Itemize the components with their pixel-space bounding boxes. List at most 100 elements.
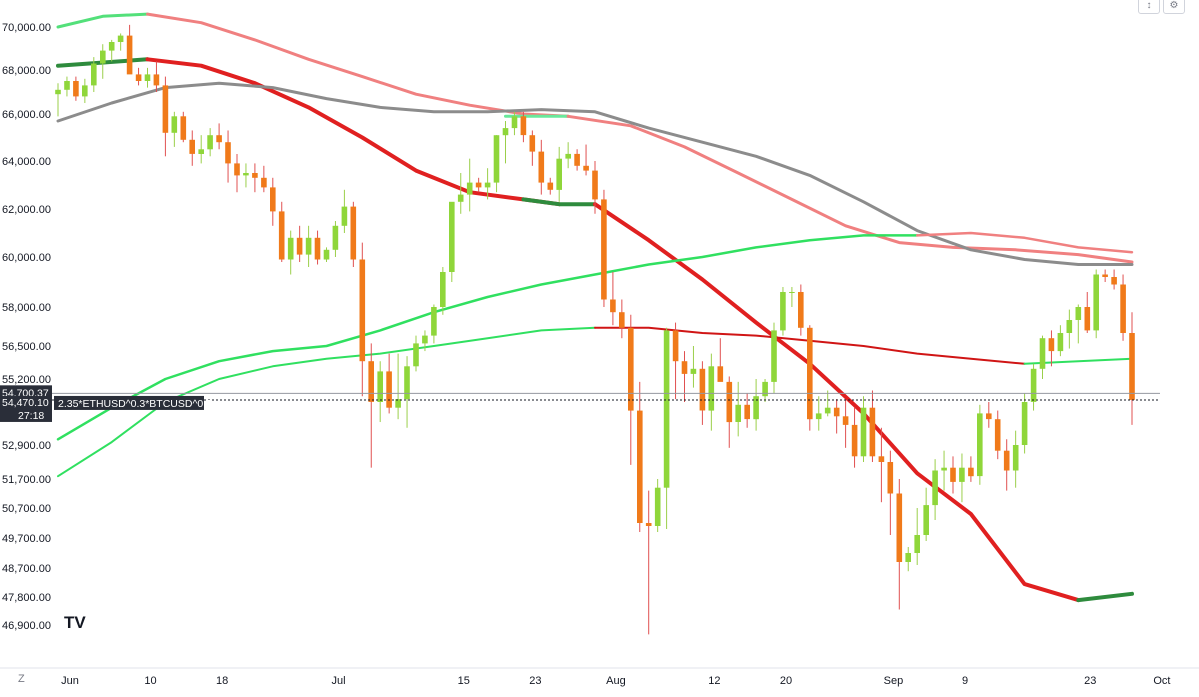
candle-body[interactable] bbox=[744, 404, 750, 420]
candle-body[interactable] bbox=[55, 89, 61, 95]
candle-body[interactable] bbox=[878, 456, 885, 462]
candle-body[interactable] bbox=[91, 63, 97, 86]
candle-body[interactable] bbox=[198, 149, 204, 154]
candle-body[interactable] bbox=[556, 158, 562, 190]
candle-body[interactable] bbox=[815, 413, 822, 420]
candle-body[interactable] bbox=[619, 312, 625, 328]
candle-body[interactable] bbox=[1012, 445, 1019, 471]
candle-body[interactable] bbox=[547, 182, 554, 190]
candle-body[interactable] bbox=[359, 259, 366, 362]
candle-body[interactable] bbox=[807, 327, 813, 420]
candle-body[interactable] bbox=[100, 50, 106, 64]
candle-body[interactable] bbox=[135, 74, 142, 81]
candle-body[interactable] bbox=[1075, 307, 1082, 320]
candle-body[interactable] bbox=[977, 413, 983, 477]
candle-body[interactable] bbox=[484, 182, 491, 188]
candle-body[interactable] bbox=[896, 493, 903, 563]
candle-body[interactable] bbox=[207, 135, 213, 150]
candle-body[interactable] bbox=[681, 361, 688, 374]
candle-body[interactable] bbox=[270, 187, 276, 212]
candle-body[interactable] bbox=[64, 81, 70, 90]
candle-body[interactable] bbox=[986, 413, 992, 420]
candle-body[interactable] bbox=[672, 330, 679, 362]
candle-body[interactable] bbox=[914, 535, 920, 553]
candle-body[interactable] bbox=[171, 116, 178, 133]
candle-body[interactable] bbox=[538, 151, 545, 183]
candle-body[interactable] bbox=[529, 135, 536, 152]
candle-body[interactable] bbox=[601, 199, 607, 300]
candle-body[interactable] bbox=[699, 368, 706, 411]
candle-body[interactable] bbox=[887, 462, 894, 494]
candle-body[interactable] bbox=[860, 407, 867, 457]
candle-body[interactable] bbox=[780, 292, 786, 331]
candle-body[interactable] bbox=[440, 272, 446, 307]
candle-body[interactable] bbox=[1129, 333, 1135, 400]
candle-body[interactable] bbox=[314, 237, 321, 260]
candle-body[interactable] bbox=[466, 182, 473, 195]
candle-body[interactable] bbox=[493, 135, 500, 183]
candle-body[interactable] bbox=[735, 404, 741, 422]
candle-body[interactable] bbox=[296, 237, 303, 255]
candle-body[interactable] bbox=[216, 135, 222, 143]
candle-body[interactable] bbox=[789, 292, 795, 293]
candle-body[interactable] bbox=[126, 35, 133, 75]
candle-body[interactable] bbox=[1048, 338, 1055, 352]
candle-body[interactable] bbox=[1039, 338, 1046, 369]
timezone-button[interactable]: Z bbox=[18, 673, 25, 685]
candle-body[interactable] bbox=[1111, 277, 1117, 285]
candle-body[interactable] bbox=[1003, 450, 1010, 471]
candle-body[interactable] bbox=[851, 424, 858, 457]
candle-body[interactable] bbox=[717, 366, 724, 382]
candle-body[interactable] bbox=[252, 173, 258, 178]
candle-body[interactable] bbox=[842, 416, 849, 425]
candle-body[interactable] bbox=[278, 211, 285, 260]
candle-body[interactable] bbox=[144, 74, 151, 81]
candle-body[interactable] bbox=[287, 237, 294, 260]
candle-body[interactable] bbox=[1057, 333, 1064, 352]
candle-body[interactable] bbox=[305, 237, 312, 255]
candle-body[interactable] bbox=[431, 307, 437, 336]
candle-body[interactable] bbox=[234, 163, 240, 176]
candle-body[interactable] bbox=[798, 292, 804, 328]
candle-body[interactable] bbox=[368, 361, 374, 402]
candle-body[interactable] bbox=[108, 42, 115, 51]
candle-body[interactable] bbox=[726, 381, 733, 423]
candle-body[interactable] bbox=[1093, 274, 1099, 331]
candle-body[interactable] bbox=[350, 206, 357, 260]
candle-body[interactable] bbox=[153, 74, 160, 86]
candle-body[interactable] bbox=[592, 170, 598, 200]
candle-body[interactable] bbox=[708, 366, 715, 411]
candle-body[interactable] bbox=[959, 467, 965, 482]
candle-body[interactable] bbox=[457, 194, 464, 202]
candle-body[interactable] bbox=[475, 182, 482, 188]
candle-body[interactable] bbox=[565, 153, 571, 159]
candle-body[interactable] bbox=[377, 371, 383, 402]
candle-body[interactable] bbox=[502, 128, 509, 136]
candle-body[interactable] bbox=[1066, 320, 1073, 333]
candle-body[interactable] bbox=[771, 330, 777, 382]
candle-body[interactable] bbox=[243, 173, 249, 176]
candle-body[interactable] bbox=[869, 407, 876, 457]
candle-body[interactable] bbox=[645, 523, 652, 526]
candle-body[interactable] bbox=[950, 467, 956, 482]
candle-body[interactable] bbox=[117, 35, 124, 42]
candle-body[interactable] bbox=[341, 206, 348, 226]
candle-body[interactable] bbox=[628, 327, 634, 411]
candle-body[interactable] bbox=[323, 249, 330, 260]
candle-body[interactable] bbox=[1120, 284, 1126, 334]
candle-body[interactable] bbox=[404, 366, 410, 400]
candle-body[interactable] bbox=[520, 116, 527, 136]
candle-body[interactable] bbox=[225, 142, 231, 164]
candle-body[interactable] bbox=[261, 177, 267, 188]
candle-body[interactable] bbox=[511, 116, 518, 129]
candle-body[interactable] bbox=[932, 470, 938, 506]
chart-settings-button[interactable]: ⚙ bbox=[1163, 0, 1185, 14]
candle-body[interactable] bbox=[663, 330, 670, 488]
candle-body[interactable] bbox=[923, 505, 929, 535]
candle-body[interactable] bbox=[180, 116, 187, 140]
candle-body[interactable] bbox=[395, 399, 401, 408]
candle-body[interactable] bbox=[762, 381, 768, 397]
candle-body[interactable] bbox=[654, 487, 661, 526]
candle-body[interactable] bbox=[690, 368, 697, 374]
